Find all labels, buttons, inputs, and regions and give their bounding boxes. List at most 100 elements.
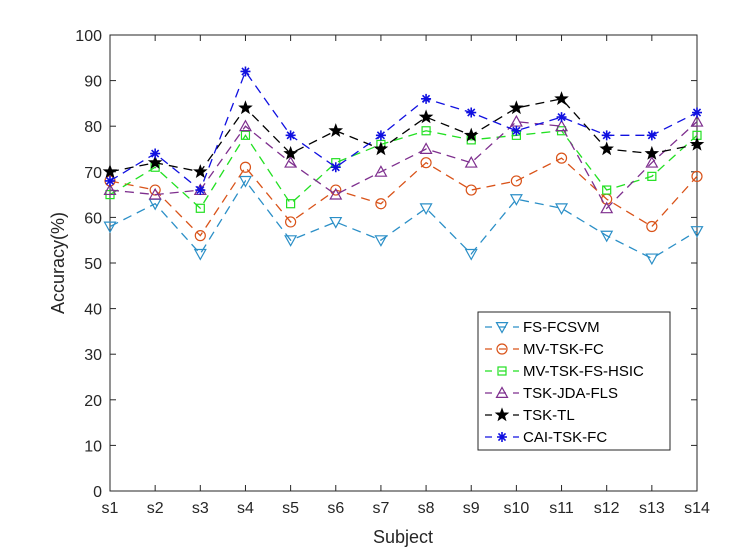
legend-label: FS-FCSVM [523, 319, 600, 336]
x-tick-label: s10 [503, 500, 529, 517]
data-point [509, 194, 523, 206]
x-tick-label: s13 [639, 500, 665, 517]
data-point [647, 171, 657, 181]
legend-marker [494, 407, 510, 422]
data-point [646, 130, 657, 141]
legend-box [477, 311, 671, 451]
data-point [193, 248, 207, 261]
series-tsk-tl [102, 91, 705, 178]
data-point [418, 109, 434, 124]
data-point [283, 145, 298, 160]
data-point [148, 187, 162, 200]
y-tick-label: 20 [84, 393, 102, 410]
data-point [556, 112, 567, 123]
data-point [150, 148, 161, 159]
data-point [690, 226, 704, 238]
y-tick-label: 70 [84, 165, 102, 182]
data-point [465, 184, 477, 196]
data-point [419, 203, 433, 216]
series-tsk-jda-fls [103, 114, 704, 214]
data-point [421, 126, 431, 136]
data-point [329, 216, 343, 229]
data-point [105, 175, 115, 186]
series-line [109, 130, 698, 210]
legend-item: TSK-JDA-FLS [485, 385, 618, 402]
data-point [645, 155, 659, 168]
data-point [510, 175, 522, 187]
legend-label: TSK-TL [523, 407, 575, 424]
data-point [330, 162, 341, 173]
data-point [374, 235, 388, 247]
data-point [103, 183, 117, 196]
x-tick-label: s6 [327, 500, 344, 517]
series-line [109, 98, 698, 173]
data-point [195, 185, 206, 196]
data-point [375, 130, 386, 141]
data-point [466, 107, 477, 118]
series-line [109, 120, 698, 210]
data-point [284, 155, 298, 168]
legend-label: CAI-TSK-FC [523, 429, 607, 446]
y-tick-label: 80 [84, 119, 102, 136]
data-point [102, 164, 118, 178]
data-point [147, 155, 163, 169]
legend-item: MV-TSK-FS-HSIC [485, 363, 644, 380]
data-point [464, 155, 478, 168]
data-point [645, 253, 659, 266]
data-point [373, 141, 389, 156]
data-point [193, 164, 208, 178]
y-tick-label: 40 [84, 302, 102, 319]
legend-marker [497, 366, 507, 376]
data-point [602, 185, 612, 195]
data-point [284, 235, 298, 247]
legend-label: MV-TSK-FC [523, 341, 604, 358]
data-point [374, 165, 388, 177]
legend-item: TSK-TL [485, 407, 575, 424]
x-tick-label: s8 [418, 500, 435, 517]
data-point [600, 230, 614, 243]
data-point [555, 119, 569, 132]
data-point [511, 125, 522, 136]
data-point [238, 119, 252, 132]
data-point [240, 66, 251, 77]
data-point [420, 157, 432, 169]
legend-marker [495, 322, 509, 334]
data-point [421, 93, 432, 104]
legend-marker [496, 343, 508, 355]
y-tick-label: 60 [84, 210, 102, 227]
data-point [194, 230, 206, 242]
legend-item: CAI-TSK-FC [485, 429, 607, 446]
series-mv-tsk-fc [104, 152, 703, 242]
data-point [509, 100, 524, 115]
series-fs-fcsvm [103, 175, 704, 266]
data-point [238, 100, 253, 115]
data-point [689, 136, 705, 151]
series-layer [102, 66, 705, 266]
y-tick-label: 50 [84, 256, 102, 273]
series-cai-tsk-fc [105, 66, 702, 196]
data-point [240, 130, 251, 140]
legend-item: MV-TSK-FC [485, 341, 604, 358]
y-axis-label: Accuracy(%) [48, 212, 68, 314]
y-tick-label: 30 [84, 347, 102, 364]
legend-label: TSK-JDA-FLS [523, 385, 618, 402]
data-point [692, 107, 702, 118]
data-point [328, 123, 344, 137]
x-tick-label: s2 [147, 500, 164, 517]
data-point [600, 201, 614, 214]
x-tick-label: s12 [594, 500, 620, 517]
data-point [330, 184, 342, 196]
legend-item: FS-FCSVM [485, 319, 600, 336]
x-tick-label: s14 [684, 500, 710, 517]
data-point [555, 152, 568, 164]
y-tick-label: 100 [75, 28, 102, 45]
data-point [464, 248, 478, 261]
legend-marker [495, 386, 509, 398]
data-point [285, 130, 296, 141]
x-tick-label: s1 [102, 500, 119, 517]
data-point [463, 127, 479, 142]
y-tick-label: 0 [93, 484, 102, 501]
legend-marker [497, 432, 507, 442]
y-tick-label: 90 [84, 74, 102, 91]
